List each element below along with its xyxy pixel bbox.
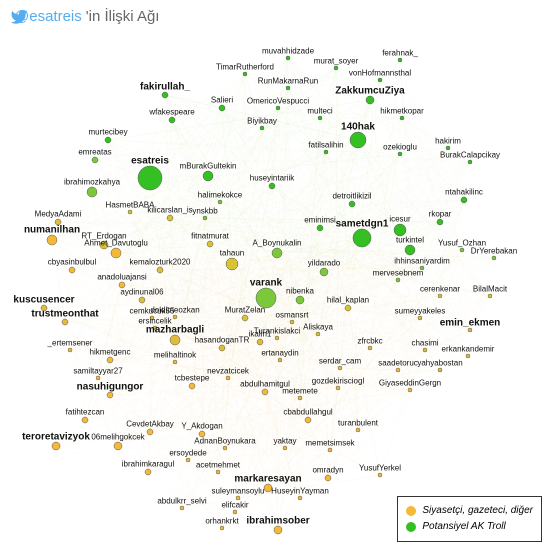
legend-item: Siyasetçi, gazeteci, diğer bbox=[406, 503, 533, 519]
page-title: @esatreis'in İlişki Ağı bbox=[10, 8, 159, 25]
legend-label: Siyasetçi, gazeteci, diğer bbox=[422, 503, 533, 519]
title-rest: 'in İlişki Ağı bbox=[86, 8, 160, 25]
legend: Siyasetçi, gazeteci, diğerPotansiyel AK … bbox=[397, 496, 542, 542]
network-graph: @esatreis'in İlişki Ağı esatreisvaranksa… bbox=[0, 0, 550, 550]
legend-swatch bbox=[406, 522, 416, 532]
legend-swatch bbox=[406, 506, 416, 516]
graph-svg bbox=[0, 0, 550, 550]
legend-label: Potansiyel AK Troll bbox=[422, 519, 505, 535]
legend-item: Potansiyel AK Troll bbox=[406, 519, 533, 535]
